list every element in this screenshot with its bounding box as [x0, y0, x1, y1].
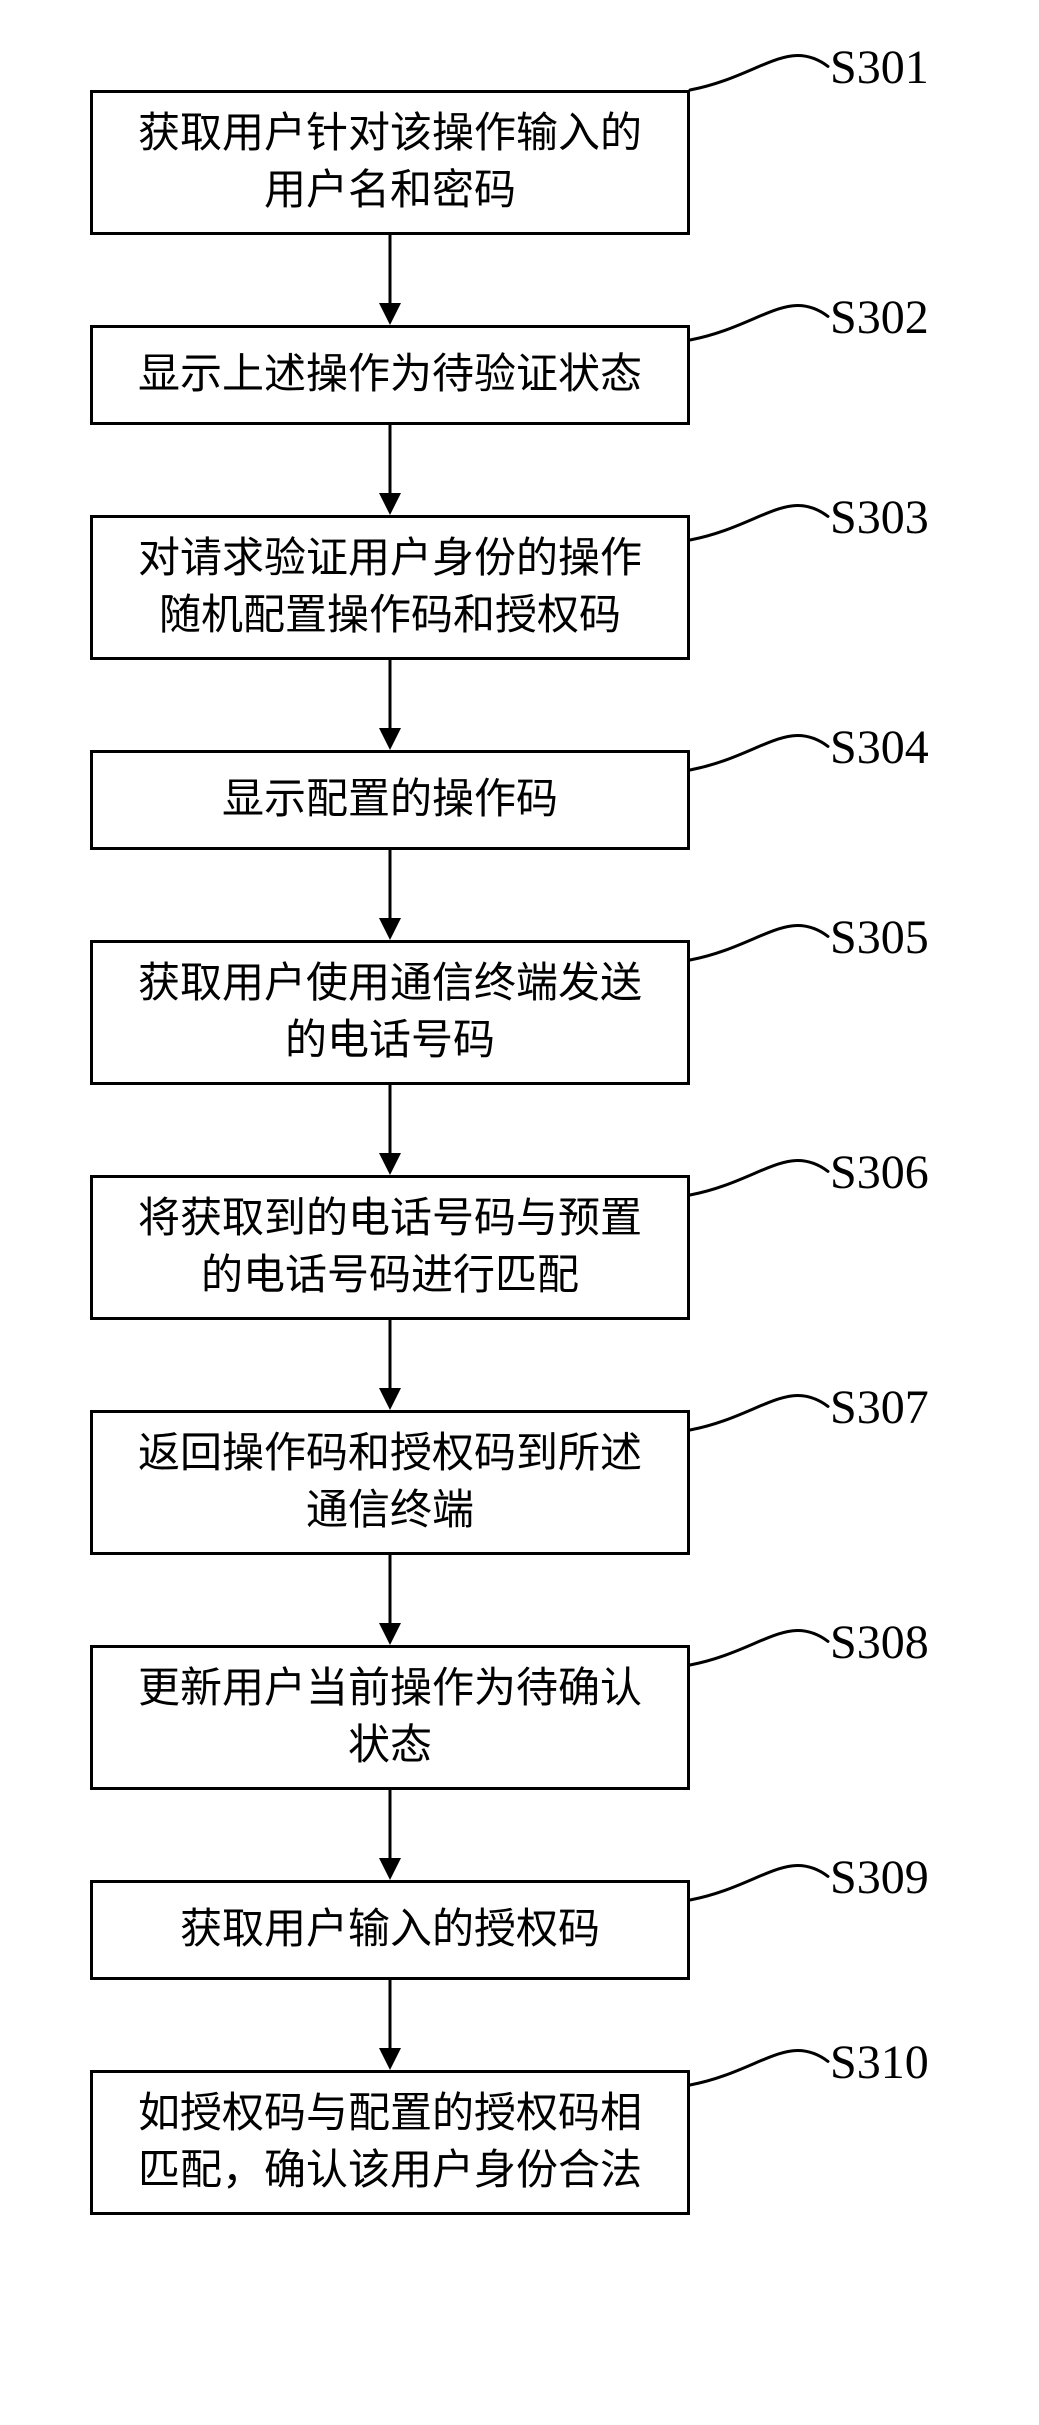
step-label-s307: S307 — [830, 1380, 929, 1435]
flowchart-canvas: 获取用户针对该操作输入的用户名和密码 S301 显示上述操作为待验证状态 S302 对请… — [0, 0, 1039, 2425]
flow-node-text-line: 的电话号码进行匹配 — [201, 1253, 579, 1299]
leader-swoosh-s306 — [685, 1140, 840, 1205]
step-label-s309: S309 — [830, 1850, 929, 1905]
flow-node-text: 返回操作码和授权码到所述通信终端 — [138, 1426, 642, 1539]
flow-node-text: 获取用户针对该操作输入的用户名和密码 — [138, 106, 642, 219]
flow-arrow — [375, 1320, 405, 1410]
flow-arrow — [375, 1555, 405, 1645]
flow-node-text-line: 更新用户当前操作为待确认 — [138, 1666, 642, 1712]
step-label-s306: S306 — [830, 1145, 929, 1200]
flow-node-s306: 将获取到的电话号码与预置的电话号码进行匹配 — [90, 1175, 690, 1320]
flow-node-s301: 获取用户针对该操作输入的用户名和密码 — [90, 90, 690, 235]
flow-node-text-line: 的电话号码 — [285, 1018, 495, 1064]
flow-node-text-line: 获取用户使用通信终端发送 — [138, 961, 642, 1007]
flow-node-text: 如授权码与配置的授权码相匹配，确认该用户身份合法 — [138, 2086, 642, 2199]
step-label-s301: S301 — [830, 40, 929, 95]
flow-node-text-line: 随机配置操作码和授权码 — [159, 593, 621, 639]
flow-node-s307: 返回操作码和授权码到所述通信终端 — [90, 1410, 690, 1555]
step-label-s304: S304 — [830, 720, 929, 775]
leader-swoosh-s303 — [685, 485, 840, 550]
flow-node-text-line: 获取用户针对该操作输入的 — [138, 111, 642, 157]
flow-node-text-line: 将获取到的电话号码与预置 — [138, 1196, 642, 1242]
flow-node-s303: 对请求验证用户身份的操作随机配置操作码和授权码 — [90, 515, 690, 660]
flow-node-text-line: 通信终端 — [306, 1488, 474, 1534]
flow-node-text-line: 显示配置的操作码 — [222, 777, 558, 823]
step-label-s305: S305 — [830, 910, 929, 965]
flow-node-text: 对请求验证用户身份的操作随机配置操作码和授权码 — [138, 531, 642, 644]
flow-arrow — [375, 660, 405, 750]
flow-arrow — [375, 235, 405, 325]
flow-node-text-line: 状态 — [348, 1723, 432, 1769]
flow-node-text: 更新用户当前操作为待确认状态 — [138, 1661, 642, 1774]
leader-swoosh-s307 — [685, 1375, 840, 1440]
step-label-s310: S310 — [830, 2035, 929, 2090]
flow-node-s305: 获取用户使用通信终端发送的电话号码 — [90, 940, 690, 1085]
flow-arrow — [375, 1980, 405, 2070]
leader-swoosh-s308 — [685, 1610, 840, 1675]
leader-swoosh-s302 — [685, 285, 840, 350]
flow-node-text-line: 用户名和密码 — [264, 168, 516, 214]
flow-node-text: 获取用户输入的授权码 — [180, 1902, 600, 1959]
leader-swoosh-s309 — [685, 1845, 840, 1910]
flow-node-text-line: 对请求验证用户身份的操作 — [138, 536, 642, 582]
flow-node-s308: 更新用户当前操作为待确认状态 — [90, 1645, 690, 1790]
step-label-s302: S302 — [830, 290, 929, 345]
flow-node-text-line: 返回操作码和授权码到所述 — [138, 1431, 642, 1477]
leader-swoosh-s305 — [685, 905, 840, 970]
flow-node-text-line: 如授权码与配置的授权码相 — [138, 2091, 642, 2137]
flow-node-s310: 如授权码与配置的授权码相匹配，确认该用户身份合法 — [90, 2070, 690, 2215]
flow-node-text-line: 显示上述操作为待验证状态 — [138, 352, 642, 398]
flow-node-s304: 显示配置的操作码 — [90, 750, 690, 850]
leader-swoosh-s304 — [685, 715, 840, 780]
flow-arrow — [375, 1790, 405, 1880]
flow-node-text-line: 获取用户输入的授权码 — [180, 1907, 600, 1953]
flow-node-text: 显示配置的操作码 — [222, 772, 558, 829]
step-label-s303: S303 — [830, 490, 929, 545]
leader-swoosh-s310 — [685, 2030, 840, 2095]
flow-node-text: 显示上述操作为待验证状态 — [138, 347, 642, 404]
step-label-s308: S308 — [830, 1615, 929, 1670]
flow-node-s309: 获取用户输入的授权码 — [90, 1880, 690, 1980]
flow-node-s302: 显示上述操作为待验证状态 — [90, 325, 690, 425]
flow-node-text: 将获取到的电话号码与预置的电话号码进行匹配 — [138, 1191, 642, 1304]
flow-arrow — [375, 1085, 405, 1175]
flow-arrow — [375, 425, 405, 515]
leader-swoosh-s301 — [685, 35, 840, 100]
flow-node-text-line: 匹配，确认该用户身份合法 — [138, 2148, 642, 2194]
flow-arrow — [375, 850, 405, 940]
flow-node-text: 获取用户使用通信终端发送的电话号码 — [138, 956, 642, 1069]
